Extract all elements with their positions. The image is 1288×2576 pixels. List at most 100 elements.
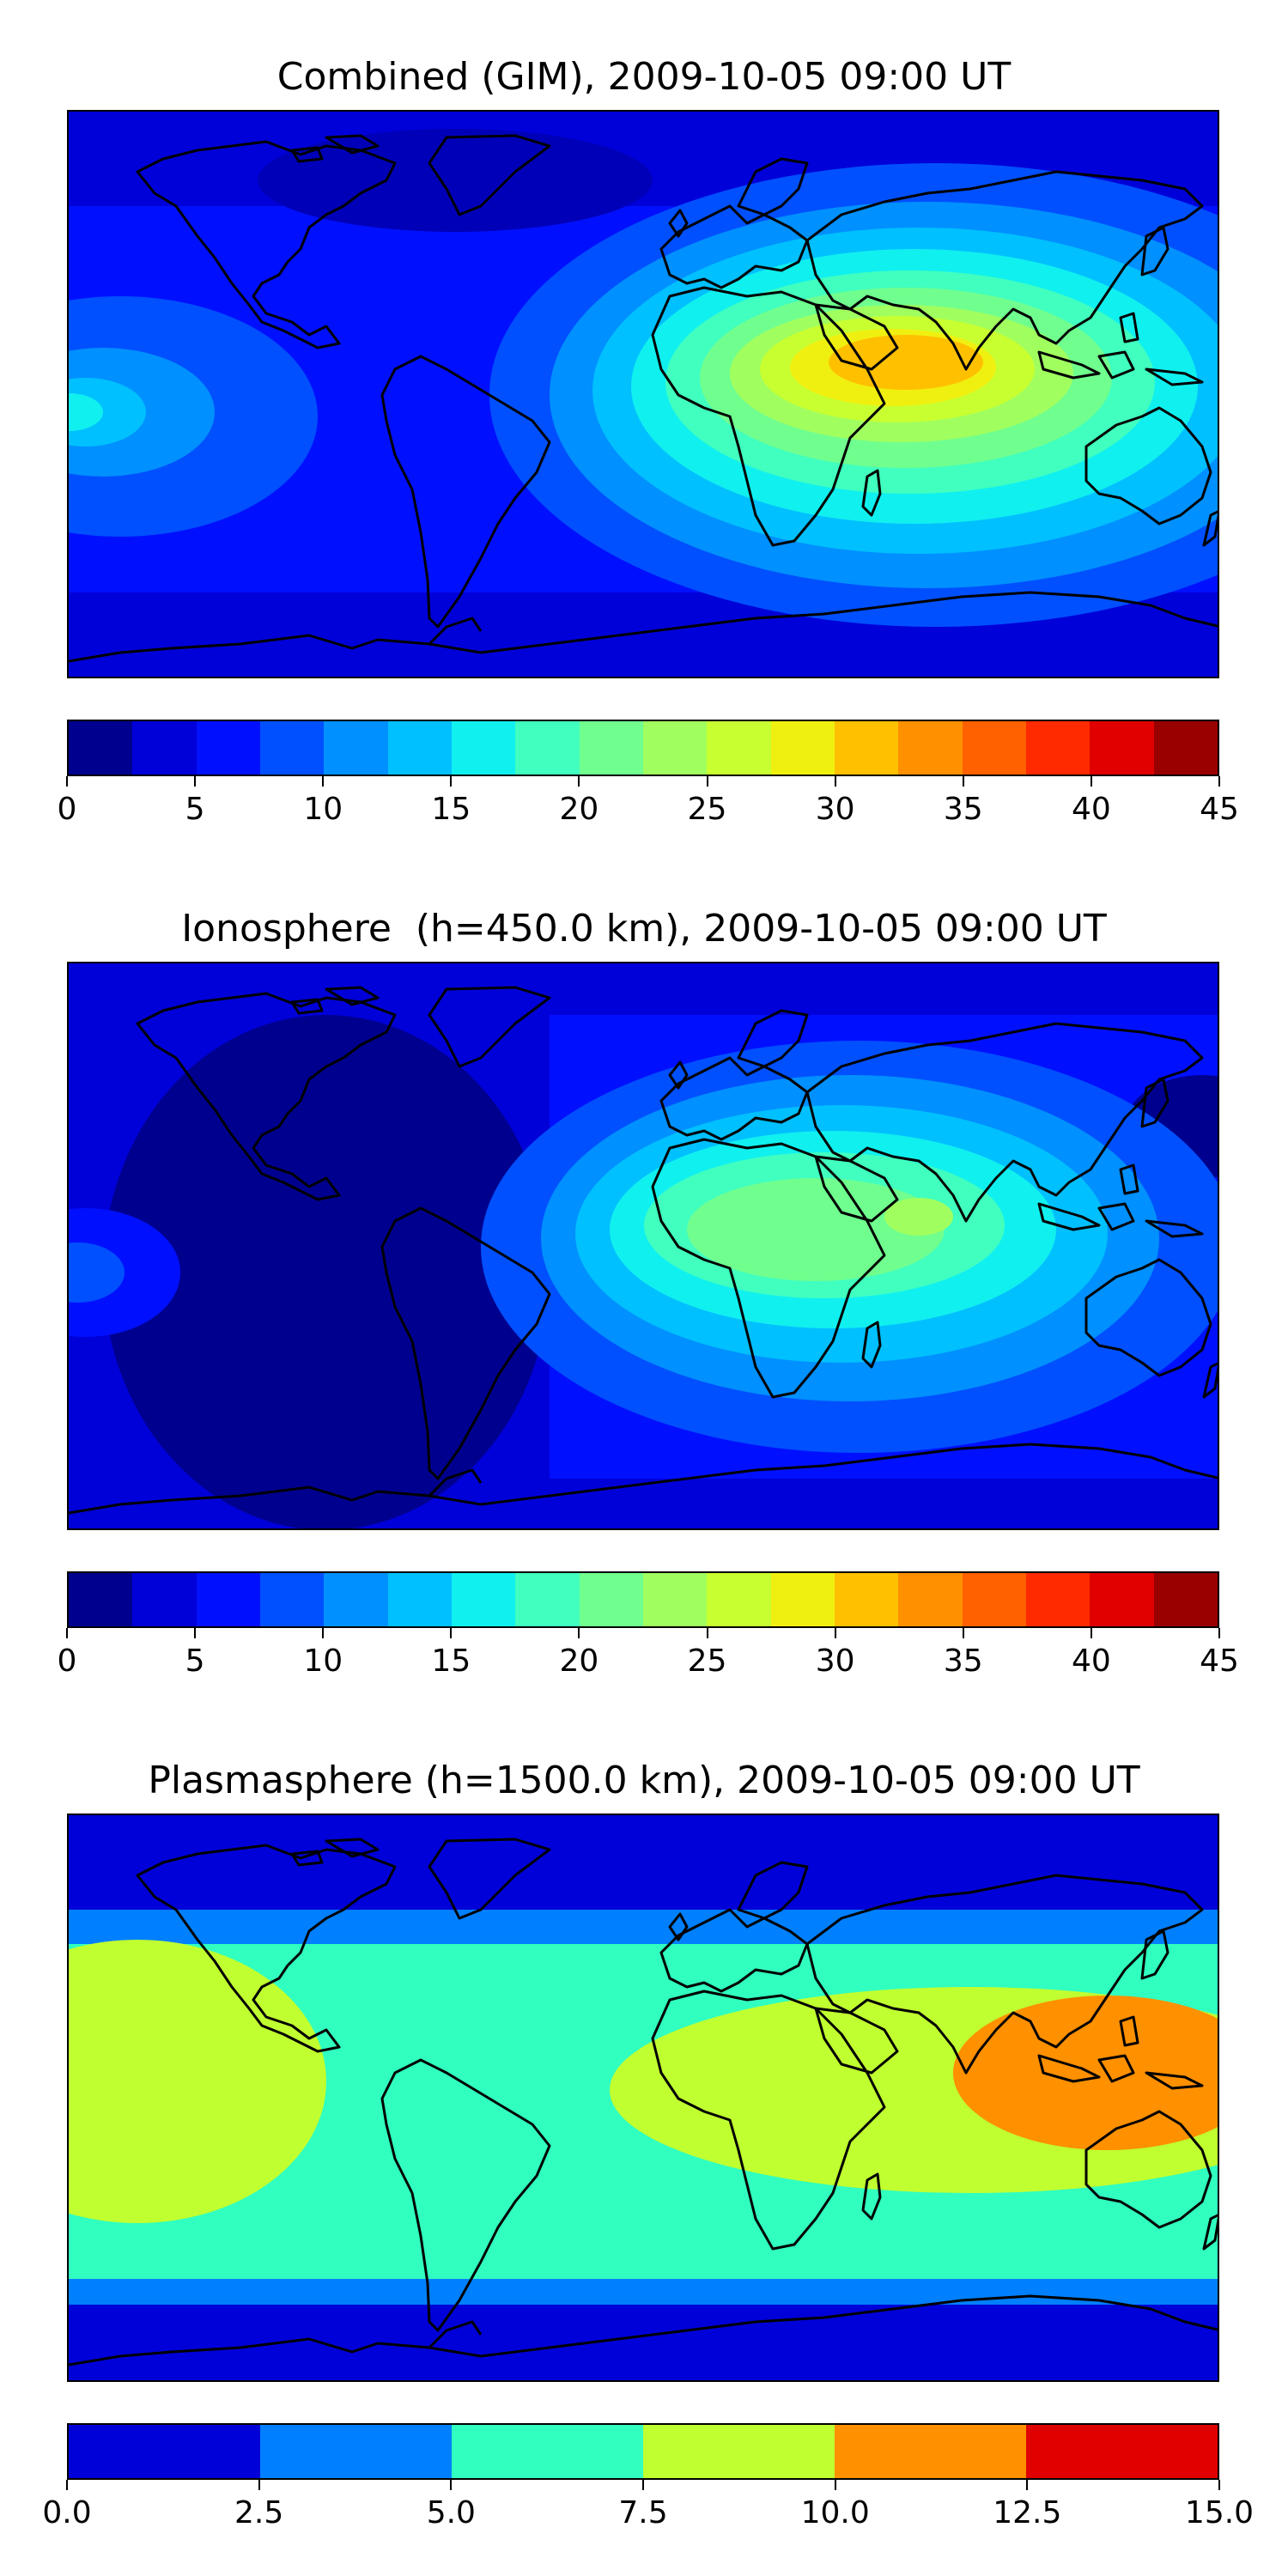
- colorbar-tick: [706, 776, 708, 787]
- colorbar-segment: [707, 721, 771, 775]
- colorbar-tick-label: 30: [815, 1643, 855, 1679]
- colorbar-segment: [515, 721, 580, 775]
- colorbar-tick: [578, 1628, 580, 1638]
- colorbar-tick-label: 5.0: [426, 2495, 476, 2530]
- panel-title-combined: Combined (GIM), 2009-10-05 09:00 UT: [276, 55, 1012, 99]
- colorbar-tick: [322, 776, 325, 787]
- colorbar-tick: [450, 1628, 453, 1638]
- colorbar-ticks-plasmasphere: 0.0 2.5 5.0 7.5 10.0 12.5 15.0: [42, 2480, 1254, 2531]
- colorbar-segment: [387, 1573, 452, 1626]
- colorbar-segment: [324, 1573, 388, 1626]
- colorbar-tick-label: 10: [303, 792, 343, 827]
- colorbar-tick-label: 5: [185, 792, 205, 827]
- colorbar-segment: [260, 2425, 452, 2478]
- colorbar-segment: [196, 721, 260, 775]
- colorbar-segment: [579, 1573, 643, 1626]
- colorbar-tick: [962, 1628, 964, 1638]
- colorbar-tick: [66, 2480, 68, 2490]
- colorbar-tick-label: 5: [185, 1643, 205, 1679]
- colorbar-tick: [1090, 776, 1092, 787]
- colorbar-tick-label: 10: [303, 1643, 343, 1679]
- colorbar-tick-label: 35: [943, 1643, 983, 1679]
- colorbar-segment: [770, 1573, 835, 1626]
- colorbar-segment: [834, 1573, 899, 1626]
- colorbar-tick-label: 7.5: [618, 2495, 668, 2530]
- colorbar-tick-label: 40: [1071, 792, 1111, 827]
- colorbar-segment: [1153, 1573, 1218, 1626]
- colorbar-tick-label: 15: [431, 1643, 471, 1679]
- colorbar-tick: [258, 2480, 260, 2490]
- colorbar-segment: [962, 721, 1026, 775]
- colorbar-tick: [1218, 776, 1220, 787]
- colorbar-tick-label: 45: [1200, 1643, 1239, 1679]
- colorbar-ionosphere: [67, 1571, 1219, 1628]
- colorbar-tick-label: 25: [687, 1643, 727, 1679]
- colorbar-tick: [322, 1628, 325, 1638]
- colorbar-segment: [1090, 721, 1154, 775]
- colorbar-tick-label: 12.5: [993, 2495, 1062, 2530]
- colorbar-segment: [515, 1573, 580, 1626]
- colorbar-tick-label: 40: [1071, 1643, 1111, 1679]
- colorbar-plasmasphere: [67, 2423, 1219, 2480]
- colorbar-segment: [1026, 2425, 1218, 2478]
- colorbar-tick-label: 20: [559, 792, 599, 827]
- colorbar-tick-label: 20: [559, 1643, 599, 1679]
- colorbar-tick: [642, 2480, 644, 2490]
- colorbar-ticks-ionosphere: 0 5 10 15 20 25 30 35 40 45: [58, 1628, 1239, 1680]
- colorbar-segment: [132, 1573, 197, 1626]
- colorbar-tick: [706, 1628, 708, 1638]
- colorbar-segment: [69, 721, 133, 775]
- colorbar-segment: [259, 721, 325, 775]
- colorbar-tick-label: 30: [815, 792, 855, 827]
- colorbar-tick: [1090, 1628, 1092, 1638]
- colorbar-segment: [898, 1573, 963, 1626]
- colorbar-segment: [196, 1573, 260, 1626]
- colorbar-tick: [1218, 1628, 1220, 1638]
- panel-title-ionosphere: Ionosphere (h=450.0 km), 2009-10-05 09:0…: [181, 907, 1107, 951]
- colorbar-tick-label: 2.5: [234, 2495, 284, 2530]
- colorbar-tick: [450, 776, 453, 787]
- colorbar-segment: [898, 721, 963, 775]
- map-combined: [67, 110, 1219, 678]
- map-ionosphere: [67, 962, 1219, 1530]
- colorbar-segment: [1153, 721, 1218, 775]
- colorbar-segment: [1025, 721, 1091, 775]
- colorbar-segment: [643, 2425, 835, 2478]
- colorbar-tick: [66, 776, 68, 787]
- colorbar-segment: [642, 721, 708, 775]
- colorbar-segment: [707, 1573, 771, 1626]
- map-plasmasphere: [67, 1814, 1219, 2382]
- colorbar-segment: [387, 721, 452, 775]
- colorbar-tick-label: 45: [1200, 792, 1239, 827]
- colorbar-tick: [194, 776, 197, 787]
- colorbar-segment: [451, 721, 516, 775]
- colorbar-tick-label: 15.0: [1184, 2495, 1255, 2530]
- colorbar-tick-label: 0: [57, 792, 77, 827]
- colorbar-segment: [324, 721, 388, 775]
- colorbar-tick: [1218, 2480, 1220, 2490]
- colorbar-segment: [962, 1573, 1026, 1626]
- panel-title-plasmasphere: Plasmasphere (h=1500.0 km), 2009-10-05 0…: [148, 1759, 1140, 1802]
- colorbar-tick: [834, 1628, 836, 1638]
- colorbar-segment: [834, 721, 899, 775]
- colorbar-segment: [132, 721, 197, 775]
- colorbar-tick-label: 35: [943, 792, 983, 827]
- colorbar-segment: [451, 1573, 516, 1626]
- colorbar-ticks-combined: 0 5 10 15 20 25 30 35 40 45: [58, 776, 1239, 828]
- colorbar-tick: [1026, 2480, 1029, 2490]
- colorbar-tick: [834, 2480, 836, 2490]
- colorbar-combined: [67, 720, 1219, 776]
- colorbar-segment: [835, 2425, 1026, 2478]
- colorbar-tick-label: 0: [57, 1643, 77, 1679]
- colorbar-segment: [452, 2425, 643, 2478]
- colorbar-tick: [194, 1628, 197, 1638]
- colorbar-segment: [69, 2425, 260, 2478]
- colorbar-tick: [66, 1628, 68, 1638]
- colorbar-segment: [69, 1573, 133, 1626]
- colorbar-segment: [579, 721, 643, 775]
- colorbar-tick: [450, 2480, 453, 2490]
- colorbar-tick-label: 0.0: [42, 2495, 92, 2530]
- colorbar-tick-label: 10.0: [800, 2495, 870, 2530]
- colorbar-tick: [962, 776, 964, 787]
- colorbar-segment: [259, 1573, 325, 1626]
